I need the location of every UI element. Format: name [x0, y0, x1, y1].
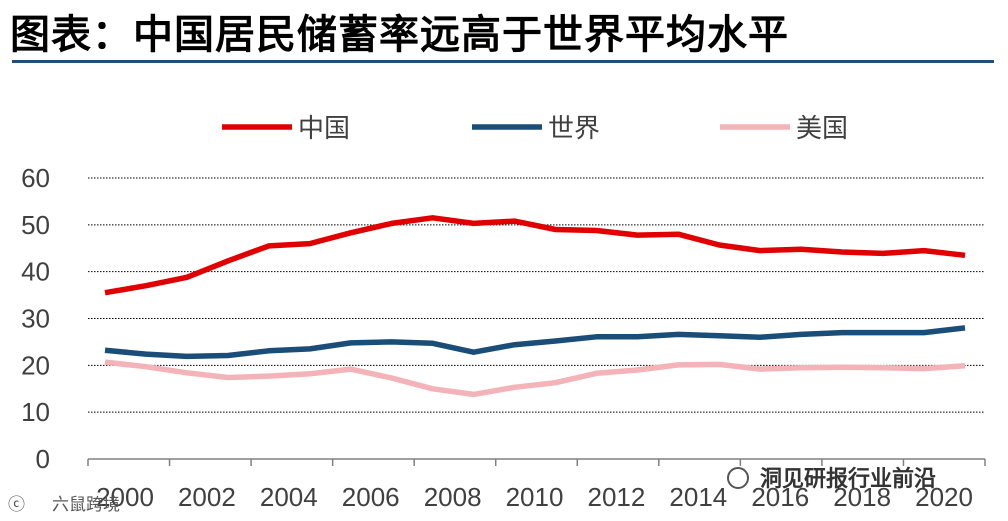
legend: 中国 世界 美国 — [222, 114, 848, 144]
y-tick-label: 40 — [21, 257, 50, 287]
series-line-0 — [104, 215, 966, 296]
y-tick-label: 10 — [21, 397, 50, 427]
y-tick-label: 0 — [36, 444, 50, 474]
x-tick-label: 2002 — [178, 482, 236, 512]
x-tick-label: 2008 — [424, 482, 482, 512]
title-underline — [12, 60, 994, 63]
x-axis: 2000 2002 2004 2006 2008 2010 2012 2014 2016 2018… — [87, 458, 986, 512]
x-tick-label: 2016 — [751, 482, 809, 512]
y-axis-ticks: 0 10 20 30 40 50 60 — [21, 163, 50, 474]
series-line-1 — [104, 325, 966, 360]
legend-label-1: 世界 — [548, 114, 600, 144]
x-tick-label: 2010 — [506, 482, 564, 512]
series-line-2 — [104, 359, 966, 398]
watermark-left: 六鼠跨境 — [52, 495, 120, 515]
y-tick-label: 30 — [21, 304, 50, 334]
x-tick-label: 2004 — [260, 482, 318, 512]
x-tick-label: 2018 — [833, 482, 891, 512]
x-tick-label: 2006 — [342, 482, 400, 512]
page-title: 图表：中国居民储蓄率远高于世界平均水平 — [10, 12, 789, 58]
watermark-left-icon: ⓒ — [8, 495, 25, 515]
y-tick-label: 20 — [21, 350, 50, 380]
x-tick-label: 2014 — [669, 482, 727, 512]
y-tick-label: 50 — [21, 210, 50, 240]
watermarks: ⓒ 六鼠跨境 洞见研报行业前沿 — [8, 466, 936, 515]
y-tick-label: 60 — [21, 163, 50, 193]
watermark-right: 洞见研报行业前沿 — [760, 466, 936, 492]
x-tick-label: 2020 — [915, 482, 973, 512]
wechat-icon — [727, 467, 749, 489]
series-lines — [104, 215, 966, 398]
legend-label-2: 美国 — [796, 114, 848, 144]
x-tick-label: 2012 — [588, 482, 646, 512]
legend-label-0: 中国 — [298, 114, 350, 144]
x-tick-label: 2000 — [96, 482, 154, 512]
